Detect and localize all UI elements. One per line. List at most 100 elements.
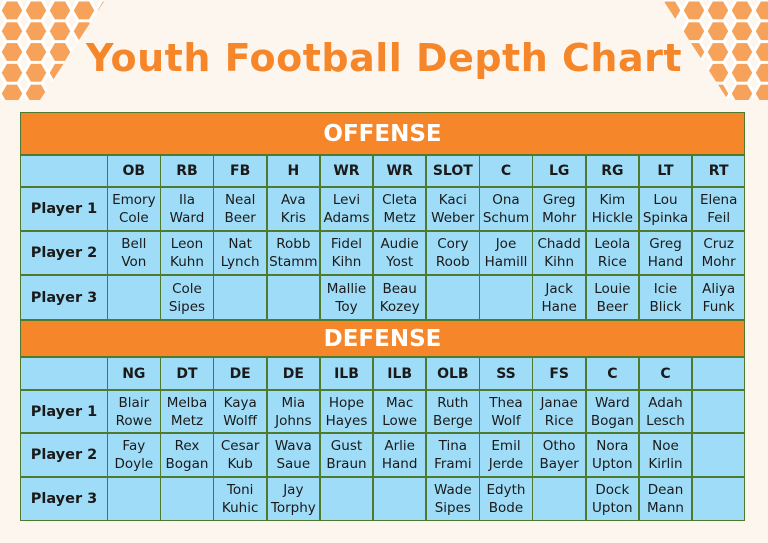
text: Edyth [486, 482, 526, 498]
text: Wava [274, 438, 312, 454]
text: Roob [435, 254, 470, 270]
text: Rice [597, 254, 627, 270]
position-header: C [479, 155, 533, 187]
player-cell: Nora Upton [585, 433, 640, 477]
text: Dean [647, 482, 684, 498]
text: Hayes [325, 412, 368, 429]
text: Mohr [542, 210, 577, 226]
text: Braun [326, 456, 367, 472]
text: ILB [387, 365, 413, 382]
player-cell [479, 275, 533, 320]
player-cell [107, 275, 161, 320]
text: Torphy [270, 500, 316, 516]
player-cell: Bell Von [107, 231, 161, 275]
text: Aliya [702, 280, 736, 297]
text: Mac [385, 394, 414, 411]
text: Weber [431, 210, 475, 226]
text: RG [601, 163, 624, 179]
player-cell: Otho Bayer [532, 433, 586, 477]
position-header: OB [107, 155, 161, 187]
player-cell: Neal Beer [213, 187, 267, 231]
title: Youth Football Depth Chart [85, 36, 682, 80]
text: LT [657, 163, 674, 179]
text: Upton [592, 500, 633, 516]
player-cell: Ruth Berge [426, 390, 480, 433]
player-cell: Thea Wolf [479, 390, 533, 433]
position-header: WR [319, 155, 374, 187]
player-cell: Aliya Funk [691, 275, 746, 320]
player-cell [213, 275, 267, 320]
player-cell: Jay Torphy [266, 477, 321, 521]
text: Metz [383, 210, 416, 226]
row-label: Player 2 [20, 433, 108, 477]
text: Audie [380, 236, 419, 252]
text: Bell [121, 236, 147, 252]
player-cell: Leon Kuhn [160, 231, 214, 275]
player-cell: Greg Hand [638, 231, 693, 275]
text: Noe [652, 438, 679, 454]
text: WR [386, 163, 413, 179]
row-label: Player 1 [20, 390, 108, 433]
text: C [660, 365, 671, 382]
position-header: NG [107, 357, 161, 390]
text: SLOT [432, 163, 473, 179]
text: Otho [542, 438, 576, 454]
text: Jay [283, 482, 304, 498]
text: DE [282, 365, 304, 382]
position-header: C [585, 357, 640, 390]
player-cell: Louie Beer [585, 275, 640, 320]
section-heading: OFFENSE [20, 112, 745, 155]
player-cell: Icie Blick [638, 275, 693, 320]
text: Ward [595, 394, 630, 411]
hex-decoration-left [0, 0, 105, 100]
player-cell: Mia Johns [266, 390, 321, 433]
position-header: H [266, 155, 321, 187]
position-header: WR [372, 155, 427, 187]
text: Nora [596, 438, 629, 454]
text: Emory [112, 192, 156, 208]
text: Blick [649, 298, 682, 315]
text: Kaci [438, 192, 467, 208]
position-header: RT [691, 155, 746, 187]
text: Ava [280, 192, 306, 208]
text: DT [176, 365, 198, 382]
text: Kim [599, 192, 626, 208]
text: Rex [174, 438, 200, 454]
text: Ona [492, 192, 520, 208]
text: Cleta [382, 192, 418, 208]
player-cell [372, 477, 427, 521]
player-cell: Levi Adams [319, 187, 374, 231]
text: Cole [118, 210, 149, 226]
text: Neal [224, 192, 256, 208]
player-cell: Noe Kirlin [638, 433, 693, 477]
text: Metz [170, 412, 204, 429]
player-cell [691, 433, 746, 477]
row-label: Player 3 [20, 275, 108, 320]
player-cell: Fay Doyle [107, 433, 161, 477]
text: Toy [335, 298, 358, 315]
text: C [607, 365, 618, 382]
player-cell: Cruz Mohr [691, 231, 746, 275]
text: Janae [540, 394, 578, 411]
text: Louie [594, 280, 631, 297]
text: Berge [432, 412, 473, 429]
text: Hane [541, 298, 577, 315]
player-cell: Janae Rice [532, 390, 586, 433]
text: Kuhic [221, 500, 259, 516]
position-header: C [638, 357, 693, 390]
text: Elena [699, 192, 738, 208]
text: Cruz [703, 236, 734, 252]
text: Beau [382, 280, 417, 297]
text: Robb [276, 236, 311, 252]
text: DE [229, 365, 251, 382]
text: Sipes [434, 500, 471, 516]
text: OLB [437, 365, 469, 382]
player-cell [319, 477, 374, 521]
player-cell [266, 275, 321, 320]
text: Icie [653, 280, 678, 297]
text: Kozey [379, 298, 420, 315]
text: Beer [224, 210, 256, 226]
text: NG [122, 365, 146, 382]
text: Kihn [331, 254, 362, 270]
